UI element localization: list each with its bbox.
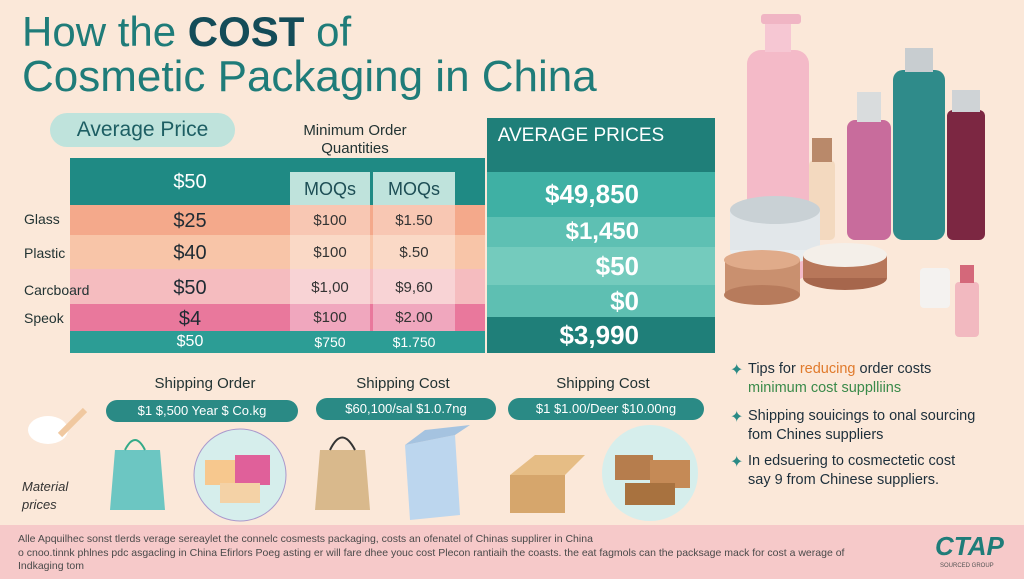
moq-header: MOQs <box>373 172 455 205</box>
moq-header: MOQs <box>290 172 370 205</box>
tip-text: order costs <box>859 361 932 377</box>
table-row: $25 $100 $1.50 <box>70 205 485 235</box>
moq-value: $100 <box>290 235 370 269</box>
moq-value: $1,00 <box>290 269 370 304</box>
tip-text: Tips for <box>748 361 796 377</box>
shipping-heading: Shipping Cost <box>356 375 450 392</box>
tip-icon: ✦ <box>730 362 744 379</box>
price: $50 <box>173 277 207 299</box>
tip: In edsuering to cosmectetic cost say 9 fr… <box>748 452 955 490</box>
moq-value: $1.50 <box>373 205 455 235</box>
title-text: How the <box>22 8 177 55</box>
tip: Shipping souicings to onal sourcing fom C… <box>748 407 975 445</box>
row-label: Carcboard <box>24 282 90 298</box>
price: $25 <box>173 210 207 232</box>
footer-text: o cnoo.tinnk phlnes pdc asgacling in Chi… <box>18 547 845 572</box>
footer-text: Alle Apquilhec sonst tlerds verage serea… <box>18 533 593 545</box>
row-label: Glass <box>24 211 60 227</box>
table-row: $50 $1,00 $9,60 <box>70 269 485 304</box>
row-label: Speok <box>24 310 64 326</box>
title-text: of <box>316 8 352 55</box>
moq-value: $.50 <box>373 235 455 269</box>
material-label: Material prices <box>22 479 69 512</box>
price: $4 <box>178 308 202 330</box>
tip-text: fom Chines suppliers <box>748 427 884 443</box>
tip-icon: ✦ <box>730 454 744 471</box>
logo-tagline: SOURCED GROUP <box>940 563 994 569</box>
average-price: $0 <box>487 285 715 317</box>
average-price: $1,450 <box>487 217 715 247</box>
moq-value: $1.750 <box>392 334 436 350</box>
average-price: $50 <box>487 247 715 285</box>
moq-value: $2.00 <box>373 304 455 331</box>
moq-value: $750 <box>314 334 346 350</box>
tip-text: say 9 from Chinese suppliers. <box>748 472 939 488</box>
price: $40 <box>173 242 207 264</box>
title-highlight: COST <box>187 8 305 55</box>
logo: CTAP <box>935 531 1004 561</box>
table-row: $50 MOQs MOQs <box>70 158 485 205</box>
tip-highlight: reducing <box>799 361 856 377</box>
tip: Tips for reducing order costs minimum cos… <box>748 360 931 398</box>
product-illustration <box>724 14 985 337</box>
price: $50 <box>173 171 207 193</box>
title-line-1: How the COST of <box>22 8 351 56</box>
average-price-pill: Average Price <box>50 113 235 147</box>
shipping-heading: Shipping Order <box>154 375 256 392</box>
shipping-heading: Shipping Cost <box>556 375 650 392</box>
moq-value: $100 <box>290 205 370 235</box>
table-row: $50 $750 $1.750 <box>70 331 485 353</box>
moq-value: $100 <box>290 304 370 331</box>
tip-text: Shipping souicings to onal sourcing <box>748 408 976 424</box>
footer: Alle Apquilhec sonst tlerds verage serea… <box>0 525 1024 579</box>
moq-heading: Minimum Order Quantities <box>303 122 407 157</box>
average-price: $49,850 <box>487 172 715 217</box>
title-line-2: Cosmetic Packaging in China <box>22 52 597 101</box>
tip-text: In edsuering to cosmectetic cost <box>748 453 956 469</box>
table-row: $40 $100 $.50 <box>70 235 485 269</box>
row-label: Plastic <box>24 245 66 261</box>
average-price: $3,990 <box>487 317 715 353</box>
moq-value: $9,60 <box>373 269 455 304</box>
shipping-value: $60,100/sal $1.0.7ng <box>316 398 496 420</box>
table-row: $4 $100 $2.00 <box>70 304 485 331</box>
shipping-illustrations <box>28 407 698 522</box>
tip-text: minimum cost supplliins <box>748 380 902 396</box>
shipping-value: $1 $,500 Year $ Co.kg <box>106 400 298 422</box>
average-prices-heading: AVERAGE PRICES <box>487 118 715 172</box>
price: $50 <box>176 333 204 350</box>
tip-icon: ✦ <box>730 409 744 426</box>
shipping-value: $1 $1.00/Deer $10.00ng <box>508 398 704 420</box>
